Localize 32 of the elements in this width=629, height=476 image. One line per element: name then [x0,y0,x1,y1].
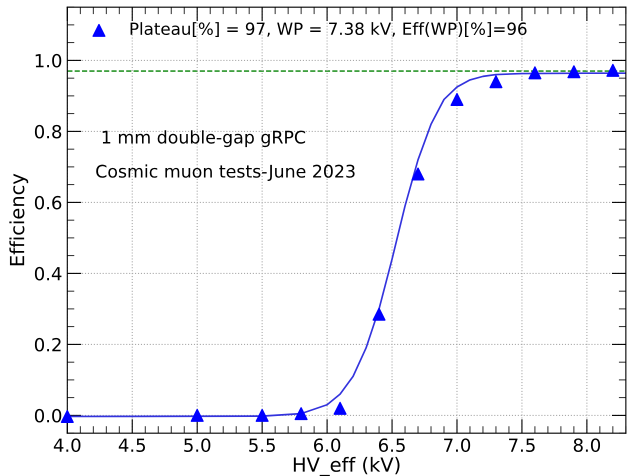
annotation: Cosmic muon tests-June 2023 [96,164,355,182]
point [256,408,269,422]
x-axis-title: HV_eff (kV) [294,456,400,476]
x-tick-label: 6.5 [378,438,405,452]
x-tick-label: 7.5 [509,438,535,452]
x-tick-label: 6.0 [314,438,340,452]
point [60,410,74,423]
x-tick-label: 5.5 [249,438,275,452]
point [412,167,425,180]
x-tick-label: 8.0 [574,438,600,452]
x-tick-label: 7.0 [444,438,470,452]
x-tick-label: 4.0 [54,438,80,452]
y-tick-label: 0.4 [34,266,62,281]
legend-label: Plateau[%] = 97, WP = 7.38 kV, Eff(WP)[%]=96 [130,22,527,37]
point [489,75,502,88]
annotation: 1 mm double-gap gRPC [102,130,306,148]
point [190,408,204,422]
x-tick-label: 5.0 [184,438,210,452]
y-tick-label: 1.0 [36,54,62,68]
y-axis-title: Efficiency [9,174,28,266]
point [606,64,620,77]
x-tick-label: 4.5 [118,438,146,452]
point [567,65,580,78]
point [528,66,542,80]
y-tick-label: 0.0 [34,408,62,423]
point [450,92,464,106]
y-tick-label: 0.8 [34,124,62,139]
y-tick-label: 0.6 [34,196,62,210]
point [372,308,386,321]
point [334,402,347,415]
point [294,407,308,420]
y-tick-label: 0.2 [34,338,61,352]
